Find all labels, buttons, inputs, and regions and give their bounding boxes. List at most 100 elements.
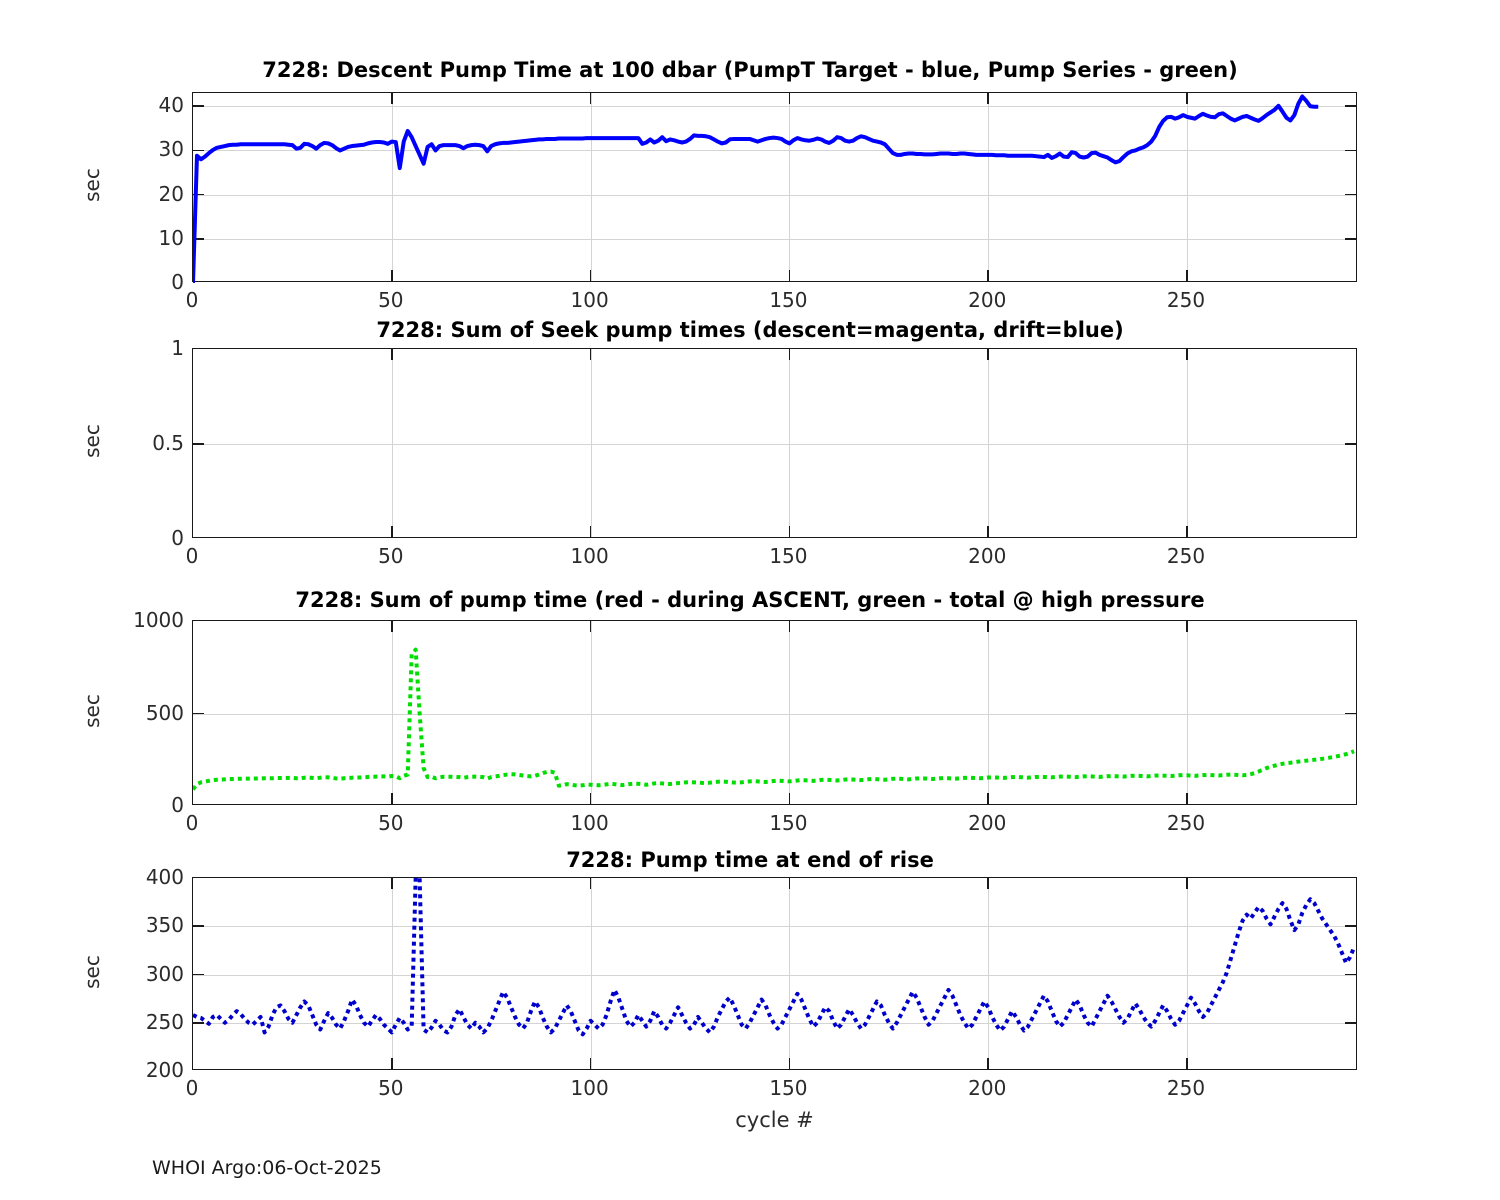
- panel-3-gridline-v: [391, 621, 393, 804]
- panel-2-gridline-h: [193, 444, 1356, 445]
- panel-2-xtick: [788, 349, 791, 360]
- panel-4-series-1: [193, 878, 1356, 1037]
- panel-3-xtick-label: 250: [1166, 811, 1206, 835]
- panel-3-gridline-v: [789, 621, 791, 804]
- panel-1-gridline-h: [193, 238, 1356, 240]
- panel-4-ytick-label: 200: [145, 1058, 184, 1082]
- panel-1-xtick-label: 250: [1166, 288, 1206, 312]
- panel-4-xtick: [987, 878, 989, 889]
- panel-4-gridline-h: [193, 926, 1356, 928]
- panel-3-xtick-label: 50: [378, 811, 404, 835]
- panel-1-gridline-h: [193, 194, 1356, 196]
- panel-1-xtick-bottom: [391, 270, 393, 281]
- panel-1-gridline-v: [590, 93, 592, 281]
- panel-1-ytick-label: 20: [158, 181, 184, 206]
- panel-4-xtick-label: 150: [769, 1076, 808, 1100]
- panel-3-xtick-bottom: [391, 793, 393, 804]
- panel-4-xtick-label: 100: [570, 1076, 609, 1100]
- panel-1-xtick-label: 100: [570, 288, 609, 312]
- panel-1-gridline-v: [391, 93, 393, 281]
- panel-2-gridline-v: [590, 349, 592, 537]
- panel-1-yaxis-label: sec: [80, 168, 104, 202]
- panel-3-gridline-v: [590, 621, 592, 804]
- panel-1-ytick-label: 10: [158, 225, 184, 250]
- panel-3-xtick-bottom: [1186, 793, 1188, 804]
- panel-3-ytick: [193, 712, 204, 715]
- panel-3-xtick: [987, 621, 989, 632]
- panel-4-axes: [192, 877, 1357, 1070]
- panel-3-gridline-v: [1187, 621, 1189, 804]
- panel-4-ytick-right: [1345, 925, 1356, 928]
- panel-3-series-layer: [193, 647, 1355, 791]
- panel-2-title: 7228: Sum of Seek pump times (descent=ma…: [376, 318, 1124, 342]
- panel-4-xtick-label: 50: [378, 1076, 404, 1100]
- panel-3-xtick-bottom: [788, 793, 791, 804]
- panel-4-ytick-label: 350: [145, 913, 184, 938]
- panel-2-xtick: [589, 349, 592, 360]
- panel-4-xtick: [391, 878, 393, 889]
- panel-3-ytick-right: [1345, 712, 1356, 715]
- panel-4-gridline-v: [789, 878, 791, 1069]
- panel-3-ytick-label: 500: [145, 700, 184, 725]
- panel-3-xtick-label: 150: [769, 811, 808, 835]
- panel-3-xtick-label: 200: [968, 811, 1007, 835]
- panel-4-xtick-bottom: [589, 1058, 592, 1069]
- panel-4-ytick: [193, 1021, 204, 1024]
- panel-1-gridline-h: [193, 106, 1356, 108]
- panel-1-series-1: [193, 94, 1319, 283]
- panel-1-gridline-v: [988, 93, 990, 281]
- panel-1-xtick-label: 50: [378, 288, 404, 312]
- panel-2-xtick-label: 100: [570, 544, 609, 568]
- panel-1-xtick-label: 0: [185, 288, 199, 312]
- panel-3-ytick-label: 1000: [133, 608, 184, 632]
- panel-2-gridline-v: [391, 349, 393, 537]
- panel-3-yaxis-label: sec: [80, 693, 104, 728]
- panel-2-xtick-bottom: [788, 526, 791, 537]
- panel-4-xtick-label: 200: [968, 1076, 1007, 1100]
- panel-4-xtick-bottom: [1186, 1058, 1188, 1069]
- panel-3-xtick: [589, 621, 592, 632]
- panel-1-axes: [192, 92, 1357, 283]
- panel-4-ytick-right: [1345, 973, 1356, 976]
- panel-1-xtick: [788, 93, 791, 104]
- panel-4-xtick-bottom: [788, 1058, 791, 1069]
- panel-4-gridline-v: [988, 878, 990, 1069]
- panel-2-gridline-v: [1187, 349, 1189, 537]
- panel-1-ytick-label: 0: [171, 270, 184, 294]
- panel-2-xtick-label: 200: [968, 544, 1007, 568]
- panel-3-gridline-h: [193, 713, 1356, 715]
- panel-2-xtick-bottom: [1186, 526, 1188, 537]
- panel-4-ytick: [193, 973, 204, 976]
- panel-3-axes: [192, 620, 1357, 805]
- panel-2-xtick-label: 50: [378, 544, 404, 568]
- panel-1-gridline-v: [789, 93, 791, 281]
- panel-1-xtick: [987, 93, 989, 104]
- panel-1-ytick: [193, 149, 204, 152]
- panel-2-xtick: [987, 349, 989, 360]
- panel-2-ytick-label: 1: [171, 336, 184, 360]
- panel-4-xtick: [589, 878, 592, 889]
- panel-3-xtick: [1186, 621, 1188, 632]
- panel-1-series-layer: [193, 94, 1319, 283]
- panel-2-xtick-label: 150: [769, 544, 808, 568]
- panel-1-xtick-bottom: [987, 270, 989, 281]
- panel-1-xtick: [1186, 93, 1188, 104]
- panel-3-xtick-bottom: [589, 793, 592, 804]
- panel-2-ytick-label: 0.5: [152, 431, 184, 455]
- panel-1-ytick-label: 40: [158, 93, 184, 118]
- panel-4-gridline-h: [193, 974, 1356, 976]
- panel-2-ytick-label: 0: [171, 526, 184, 550]
- panel-4-ytick-right: [1345, 1021, 1356, 1024]
- panel-4-gridline-v: [590, 878, 592, 1069]
- panel-2-xtick-bottom: [391, 526, 393, 537]
- panel-1-ytick-right: [1345, 193, 1356, 196]
- panel-4-gridline-v: [1187, 878, 1189, 1069]
- panel-2-xtick: [1186, 349, 1188, 360]
- panel-2-xtick-label: 250: [1166, 544, 1206, 568]
- panel-3-gridline-v: [988, 621, 990, 804]
- panel-1-xtick: [391, 93, 393, 104]
- panel-1-gridline-h: [193, 150, 1356, 152]
- panel-1-ytick: [193, 105, 204, 108]
- panel-2-gridline-v: [789, 349, 791, 537]
